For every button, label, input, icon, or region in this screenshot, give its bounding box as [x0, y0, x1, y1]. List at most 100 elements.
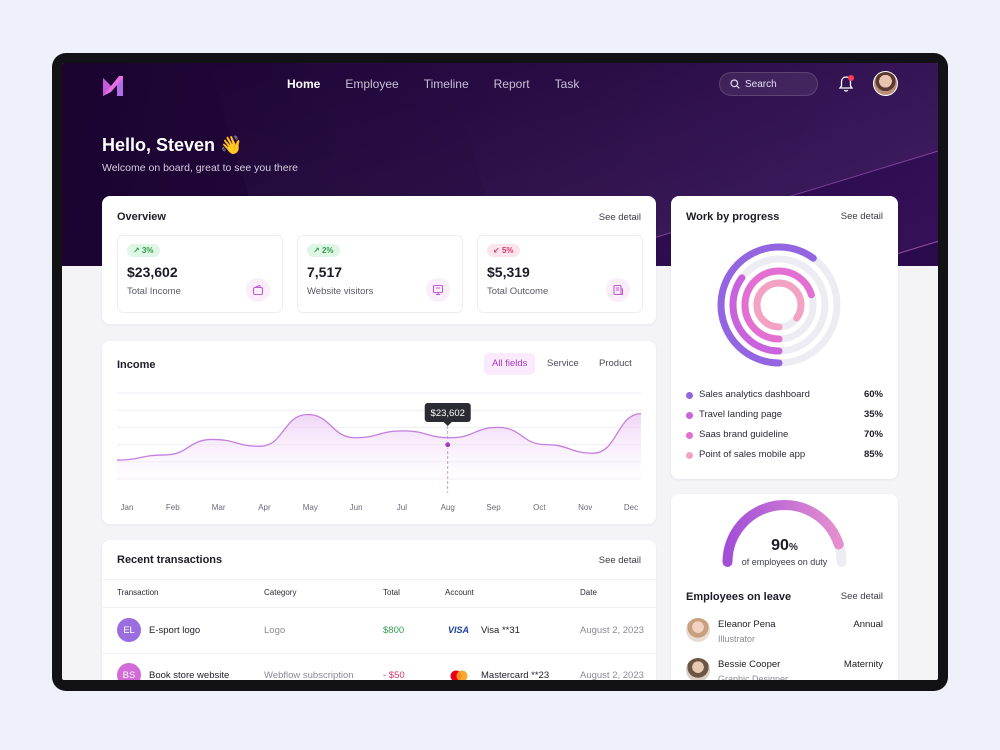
divider — [102, 607, 656, 608]
x-tick-label: Feb — [166, 503, 180, 512]
x-tick-label: Oct — [533, 503, 546, 512]
progress-ring[interactable] — [729, 255, 829, 355]
progress-item[interactable]: Point of sales mobile app 85% — [686, 449, 883, 463]
legend-dot — [686, 432, 693, 439]
app-screen: Home Employee Timeline Report Task Searc… — [62, 63, 938, 680]
monitor-icon — [426, 278, 450, 302]
brand-logo-icon[interactable] — [102, 75, 124, 97]
tab-all-fields[interactable]: All fields — [484, 353, 536, 375]
transaction-avatar: BS — [117, 663, 141, 680]
progress-item-percent: 35% — [863, 409, 883, 420]
greeting-title: Hello, Steven 👋 — [102, 135, 243, 155]
col-date[interactable]: Date — [580, 588, 597, 597]
duty-gauge — [722, 500, 847, 567]
employee-row[interactable]: Eleanor Pena Illustrator Annual — [671, 614, 898, 650]
progress-item[interactable]: Saas brand guideline 70% — [686, 429, 883, 443]
table-row[interactable]: BS Book store website Webflow subscripti… — [102, 654, 656, 680]
stat-total-outcome[interactable]: ↙ 5% $5,319 Total Outcome — [477, 235, 643, 313]
x-tick-label: Jan — [121, 503, 134, 512]
transaction-name: Book store website — [149, 670, 230, 680]
duty-value: 90% — [771, 537, 798, 554]
notification-dot — [848, 75, 854, 81]
receipt-icon — [606, 278, 630, 302]
stat-total-income[interactable]: ↗ 3% $23,602 Total Income — [117, 235, 283, 313]
income-title: Income — [117, 359, 156, 371]
stat-website-visitors[interactable]: ↗ 2% 7,517 Website visitors — [297, 235, 463, 313]
main-nav: Home Employee Timeline Report Task — [287, 77, 579, 91]
legend-dot — [686, 392, 693, 399]
gauge-fill — [722, 500, 844, 567]
employee-avatar — [686, 618, 710, 642]
progress-item-label: Sales analytics dashboard — [699, 389, 810, 400]
transaction-date: August 2, 2023 — [580, 670, 644, 680]
transaction-category: Webflow subscription — [264, 670, 354, 680]
overview-card: Overview See detail ↗ 3% $23,602 Total I… — [102, 196, 656, 324]
chart-tooltip — [424, 403, 471, 422]
stat-change-badge: ↙ 5% — [487, 244, 520, 257]
x-tick-label: Jul — [397, 503, 407, 512]
employee-row[interactable]: Bessie Cooper Graphic Designer Maternity — [671, 654, 898, 680]
progress-item[interactable]: Travel landing page 35% — [686, 409, 883, 423]
transactions-card: Recent transactions See detail Transacti… — [102, 540, 656, 680]
overview-see-detail[interactable]: See detail — [598, 212, 641, 223]
leave-type: Maternity — [843, 659, 883, 670]
tab-product[interactable]: Product — [599, 358, 632, 369]
search-placeholder: Search — [745, 78, 777, 90]
transaction-date: August 2, 2023 — [580, 625, 644, 636]
transaction-avatar: EL — [117, 618, 141, 642]
x-tick-label: Mar — [212, 503, 226, 512]
progress-item-percent: 85% — [863, 449, 883, 460]
transactions-title: Recent transactions — [117, 554, 223, 566]
progress-card: Work by progress See detail Sales analyt… — [671, 196, 898, 479]
progress-ring[interactable] — [753, 279, 805, 331]
employee-avatar — [686, 658, 710, 680]
divider — [102, 653, 656, 654]
wallet-icon — [246, 278, 270, 302]
leave-type: Annual — [853, 619, 883, 630]
nav-employee[interactable]: Employee — [345, 77, 399, 91]
progress-see-detail[interactable]: See detail — [840, 211, 883, 222]
col-account[interactable]: Account — [445, 588, 474, 597]
x-tick-label: Jun — [350, 503, 363, 512]
tab-service[interactable]: Service — [547, 358, 579, 369]
col-transaction[interactable]: Transaction — [117, 588, 159, 597]
user-avatar[interactable] — [873, 71, 898, 96]
legend-dot — [686, 412, 693, 419]
income-area — [117, 413, 641, 479]
progress-title: Work by progress — [686, 211, 780, 223]
progress-item-label: Travel landing page — [699, 409, 783, 420]
duty-label: of employees on duty — [741, 557, 828, 567]
divider — [102, 579, 656, 580]
progress-rings-chart — [717, 243, 841, 367]
tooltip-arrow — [443, 422, 452, 426]
col-category[interactable]: Category — [264, 588, 297, 597]
x-tick-label: Sep — [486, 503, 501, 512]
visa-icon: VISA — [448, 625, 470, 635]
employee-role: Illustrator — [718, 634, 756, 644]
transactions-see-detail[interactable]: See detail — [598, 555, 641, 566]
nav-report[interactable]: Report — [493, 77, 530, 91]
nav-timeline[interactable]: Timeline — [423, 77, 469, 91]
progress-item[interactable]: Sales analytics dashboard 60% — [686, 389, 883, 403]
device-frame: Home Employee Timeline Report Task Searc… — [52, 53, 948, 691]
employee-role: Graphic Designer — [718, 674, 789, 680]
stat-label: Total Outcome — [487, 286, 549, 297]
nav-task[interactable]: Task — [554, 77, 580, 91]
x-tick-label: Dec — [624, 503, 638, 512]
search-icon — [730, 79, 740, 89]
table-row[interactable]: EL E-sport logo Logo $800 VISA Visa **31… — [102, 608, 656, 653]
col-total[interactable]: Total — [383, 588, 400, 597]
highlight-point[interactable] — [444, 441, 452, 449]
overview-title: Overview — [117, 211, 166, 223]
income-line — [116, 412, 642, 461]
stat-change-badge: ↗ 3% — [127, 244, 160, 257]
x-tick-label: Aug — [441, 503, 455, 512]
progress-item-percent: 60% — [863, 389, 883, 400]
stat-change-badge: ↗ 2% — [307, 244, 340, 257]
progress-ring[interactable] — [741, 267, 817, 343]
leave-see-detail[interactable]: See detail — [840, 591, 883, 602]
search-input[interactable]: Search — [719, 72, 818, 96]
nav-home[interactable]: Home — [287, 77, 321, 91]
progress-ring[interactable] — [717, 243, 841, 367]
income-card: Income All fields Service Product Jan Feb… — [102, 341, 656, 524]
